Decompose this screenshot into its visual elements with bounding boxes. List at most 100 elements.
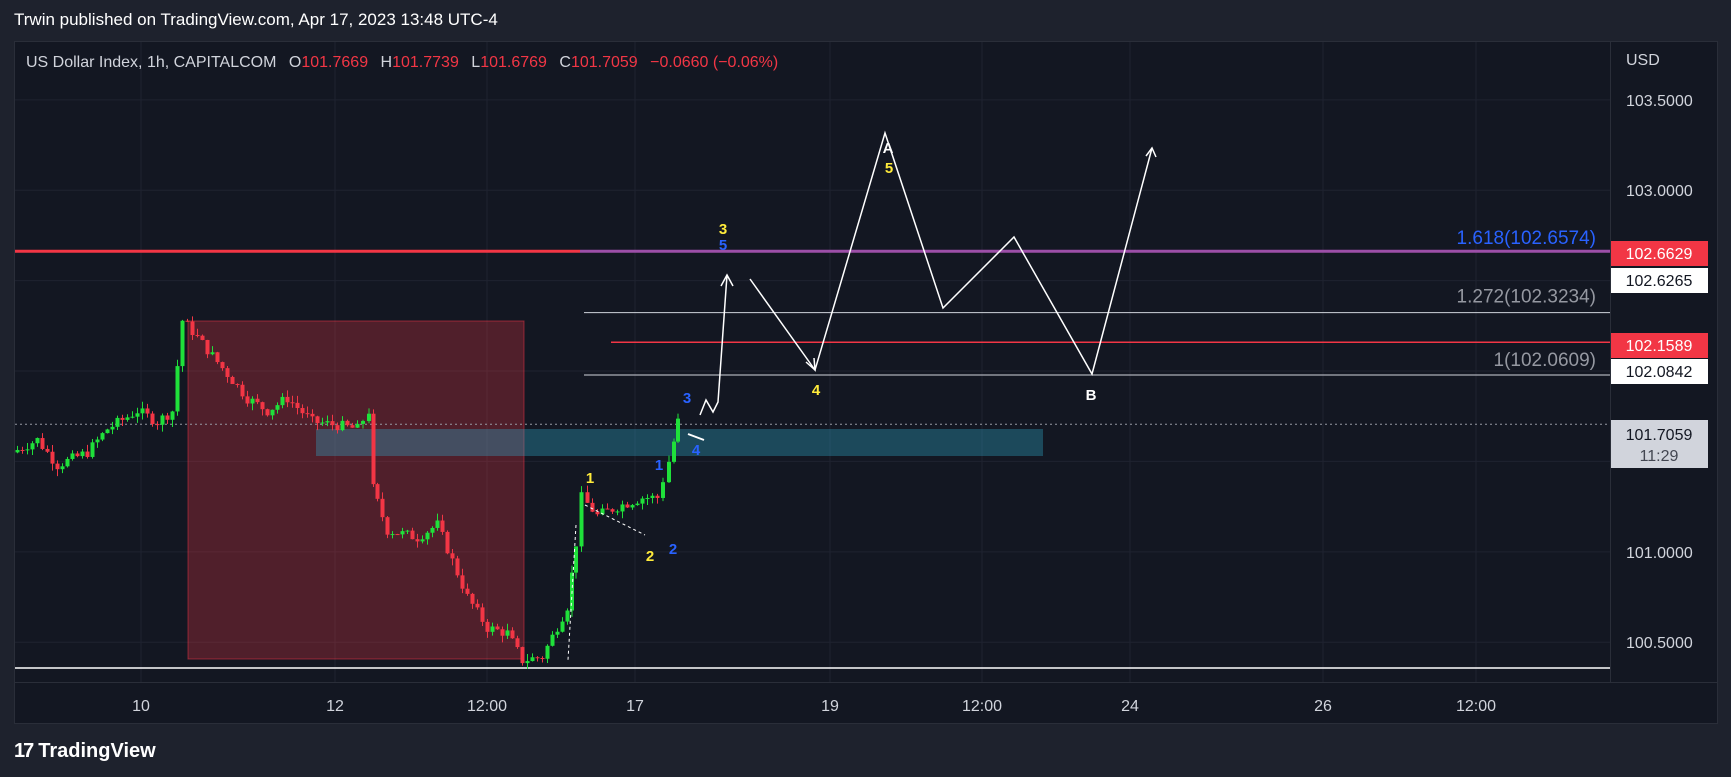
candle-body	[295, 402, 300, 409]
time-scale-divider	[15, 682, 1717, 683]
candle-body	[230, 376, 235, 385]
candle-body	[150, 413, 155, 425]
publisher-line: Trwin published on TradingView.com, Apr …	[14, 10, 498, 29]
price-tag	[1611, 268, 1708, 293]
candle-body	[385, 517, 390, 535]
wave-label-blue: 1	[655, 457, 663, 474]
candle-body	[320, 422, 325, 424]
candle-body	[400, 531, 405, 535]
candle-body	[395, 534, 400, 536]
candle-body	[415, 539, 420, 542]
candle-body	[50, 451, 55, 464]
x-tick-label: 19	[821, 698, 839, 715]
candle-body	[250, 398, 255, 404]
candle-body	[25, 449, 30, 451]
symbol-label[interactable]: US Dollar Index, 1h, CAPITALCOM	[26, 54, 277, 71]
fib-label: 1.272(102.3234)	[1457, 287, 1596, 308]
candle-body	[140, 408, 145, 414]
candle-body	[210, 352, 215, 355]
candle-body	[130, 416, 135, 418]
candle-body	[65, 458, 70, 467]
candle-body	[100, 433, 105, 440]
y-tick-label: 103.5000	[1626, 93, 1693, 110]
candle-body	[245, 396, 250, 404]
candle-body	[585, 492, 590, 503]
candle-body	[345, 420, 350, 426]
wave-label-blue: 3	[683, 390, 691, 407]
candle-body	[145, 408, 150, 414]
candle-body	[180, 320, 185, 367]
wave-4-marker-line	[687, 433, 705, 441]
candle-body	[475, 603, 480, 608]
candle-body	[375, 484, 380, 499]
price-tag-label: 102.0842	[1626, 364, 1693, 381]
last-price-tag	[1611, 420, 1708, 468]
tradingview-logo[interactable]: 17 TradingView	[14, 740, 156, 763]
candle-body	[300, 408, 305, 414]
candle-body	[235, 384, 240, 386]
candle-body	[495, 626, 500, 630]
fib-label: 1(102.0609)	[1494, 350, 1596, 371]
candle-body	[645, 498, 650, 500]
projection-path	[749, 130, 1153, 376]
candle-body	[595, 511, 600, 515]
candle-body	[15, 449, 20, 453]
candle-body	[220, 362, 225, 369]
x-tick-label: 12:00	[962, 698, 1002, 715]
candle-body	[610, 509, 615, 512]
arrow-head-icon	[805, 357, 816, 372]
candle-body	[195, 335, 200, 337]
wave-label-yellow: 2	[646, 548, 654, 565]
wave-label-yellow: 5	[885, 160, 893, 177]
price-tag	[1611, 333, 1708, 358]
candle-body	[661, 482, 665, 498]
candle-body	[390, 534, 395, 536]
candle-body	[620, 504, 625, 512]
candle-body	[574, 546, 578, 573]
wave-label-blue: 4	[692, 442, 701, 459]
candle-body	[310, 413, 315, 417]
candle-body	[445, 531, 450, 554]
price-tag-label: 102.6629	[1626, 246, 1693, 263]
candle-body	[265, 409, 270, 416]
candle-body	[315, 416, 320, 424]
x-tick-label: 12:00	[1456, 698, 1496, 715]
candle-body	[325, 421, 330, 423]
candle-body	[367, 413, 371, 422]
candle-body	[515, 638, 520, 648]
candle-body	[650, 495, 655, 499]
arrow-head-icon	[720, 273, 734, 287]
x-tick-label: 17	[626, 698, 644, 715]
price-tag	[1611, 241, 1708, 266]
candle-body	[550, 634, 555, 646]
candle-body	[330, 421, 335, 426]
candle-body	[505, 630, 510, 636]
fib-label: 1.618(102.6574)	[1457, 228, 1596, 249]
candle-body	[255, 398, 260, 403]
candle-body	[430, 527, 435, 533]
candle-body	[490, 626, 495, 632]
candle-body	[420, 539, 425, 542]
candle-body	[60, 466, 65, 470]
candle-body	[579, 492, 584, 547]
chart-pane[interactable]	[14, 41, 1718, 724]
x-tick-label: 24	[1121, 698, 1139, 715]
candle-body	[155, 424, 160, 426]
x-tick-label: 12:00	[467, 698, 507, 715]
candle-body	[465, 588, 470, 594]
candle-body	[350, 425, 355, 428]
candle-body	[590, 502, 595, 512]
candle-body	[540, 657, 545, 659]
candle-body	[440, 520, 445, 532]
candle-body	[280, 396, 285, 406]
candle-body	[225, 368, 230, 377]
price-tag-label: 102.1589	[1626, 338, 1693, 355]
candle-body	[635, 503, 640, 506]
candle-body	[480, 607, 485, 622]
last-price-label: 101.7059	[1626, 427, 1693, 444]
candle-body	[90, 442, 95, 457]
candle-body	[175, 366, 180, 412]
wave-label-white: A	[883, 140, 894, 157]
wave-label-blue: 2	[669, 541, 677, 558]
